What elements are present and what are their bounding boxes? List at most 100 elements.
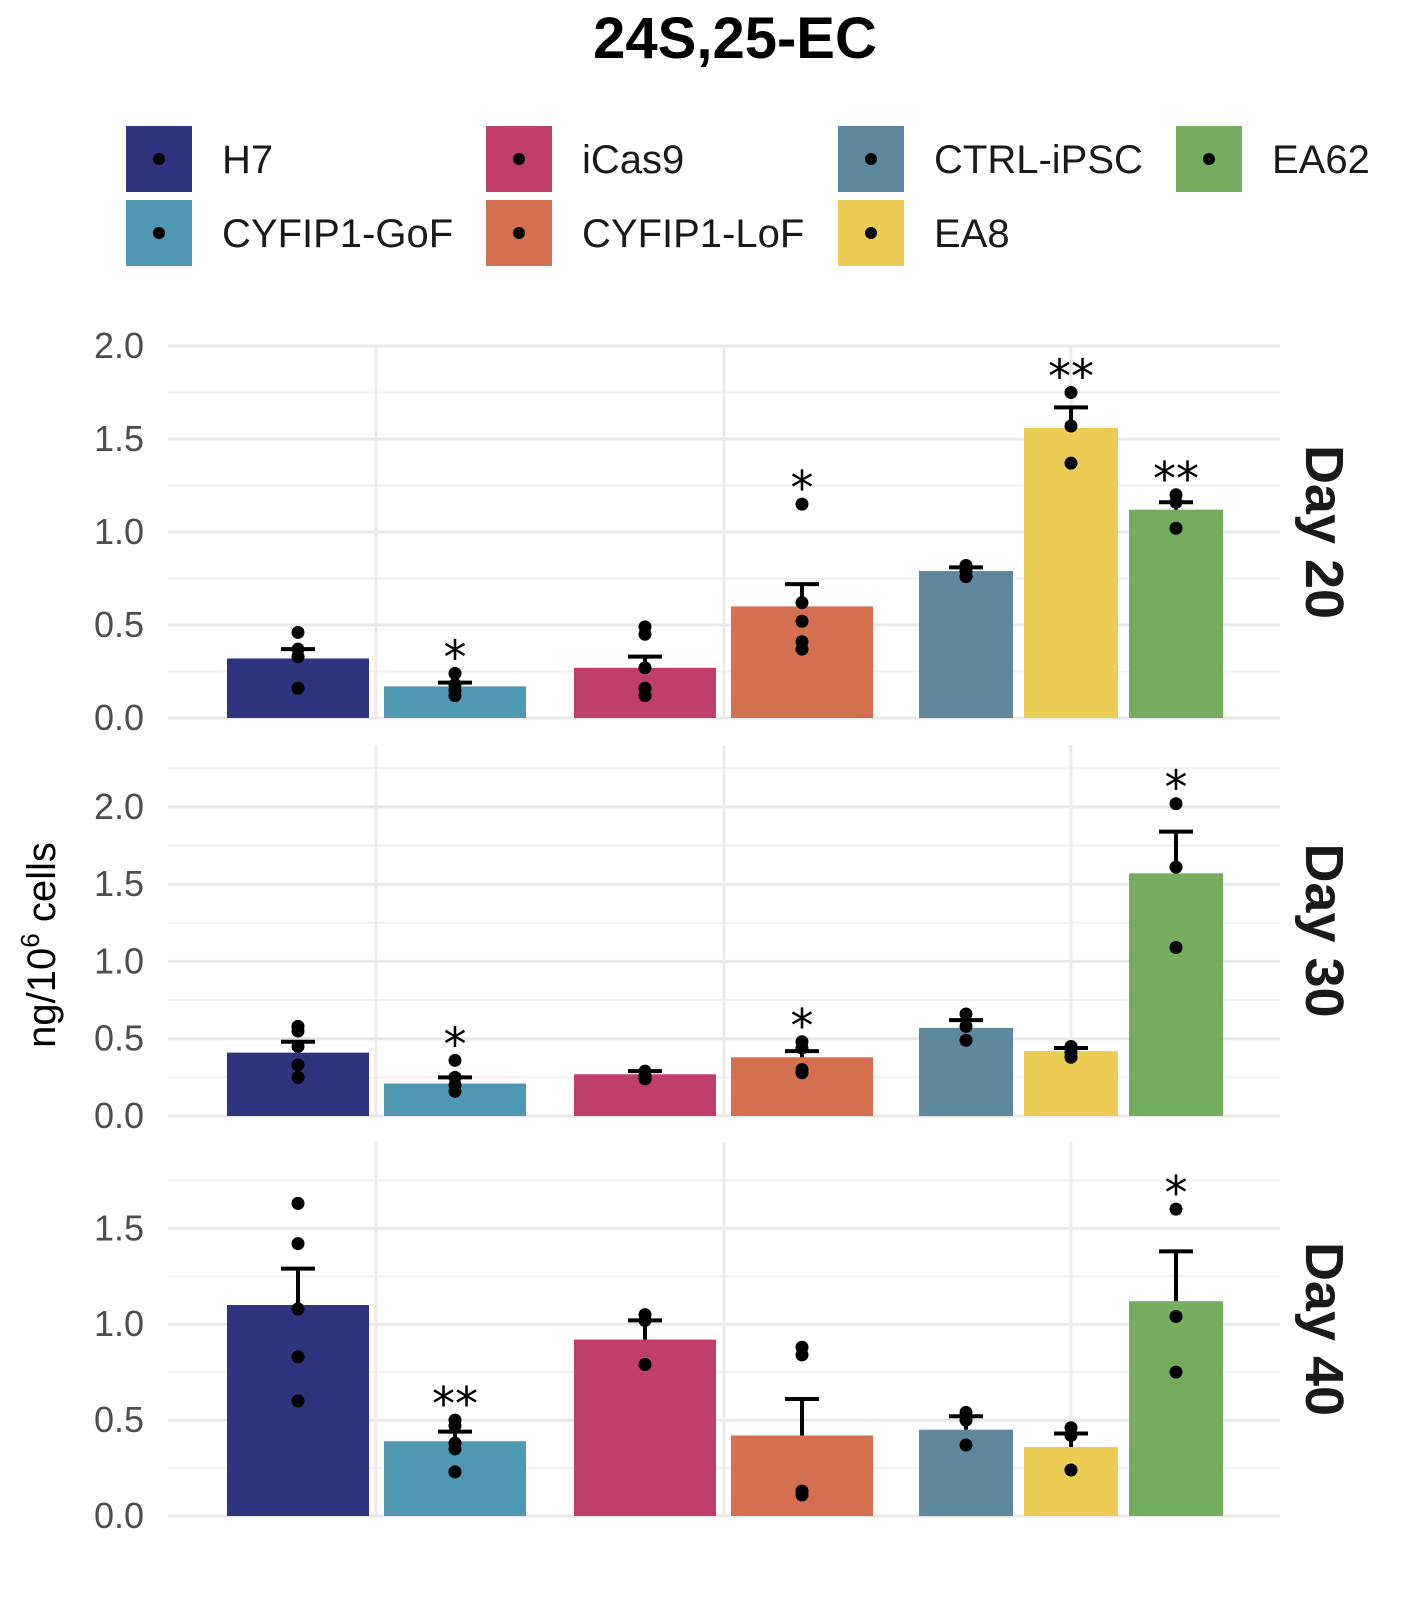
significance-marker: ** — [1153, 452, 1199, 506]
data-point — [1169, 860, 1183, 874]
significance-marker: ** — [432, 1377, 478, 1431]
data-point — [795, 614, 809, 628]
data-point — [1064, 419, 1078, 433]
data-point — [959, 1033, 973, 1047]
legend-label: EA62 — [1272, 138, 1370, 182]
legend-item: EA8 — [838, 200, 1010, 266]
y-tick-label: 1.5 — [94, 418, 144, 459]
y-tick-label: 1.0 — [94, 940, 144, 981]
bar — [1024, 427, 1118, 718]
legend-point-icon — [865, 227, 877, 239]
data-point — [448, 1442, 462, 1456]
y-axis-label-base: ng/10 — [20, 948, 64, 1048]
data-point — [638, 689, 652, 703]
data-point — [448, 1053, 462, 1067]
bar — [919, 571, 1013, 718]
panel-strip-label: Day 30 — [1294, 843, 1354, 1017]
data-point — [959, 1019, 973, 1033]
legend-label: CYFIP1-GoF — [222, 212, 453, 256]
data-point — [448, 1084, 462, 1098]
significance-marker: * — [444, 630, 467, 684]
data-point — [1169, 521, 1183, 535]
data-point — [638, 627, 652, 641]
data-point — [448, 1419, 462, 1433]
data-point — [291, 1070, 305, 1084]
y-tick-label: 2.0 — [94, 325, 144, 366]
legend-item: EA62 — [1176, 126, 1370, 192]
data-point — [291, 1196, 305, 1210]
legend-label: CYFIP1-LoF — [582, 212, 804, 256]
panel: 0.0 0.5 1.0 1.5 2.0 * * * Day 30 — [94, 745, 1354, 1136]
data-point — [1169, 1365, 1183, 1379]
legend-point-icon — [513, 227, 525, 239]
y-tick-label: 1.5 — [94, 1207, 144, 1248]
data-point — [291, 1350, 305, 1364]
data-point — [1169, 1202, 1183, 1216]
data-point — [1064, 1463, 1078, 1477]
data-point — [291, 1302, 305, 1316]
y-tick-label: 1.5 — [94, 863, 144, 904]
legend-point-icon — [153, 153, 165, 165]
y-tick-label: 0.0 — [94, 697, 144, 738]
legend-label: EA8 — [934, 212, 1010, 256]
data-point — [291, 1058, 305, 1072]
panel-strip-label: Day 20 — [1294, 445, 1354, 619]
y-tick-label: 2.0 — [94, 786, 144, 827]
data-point — [959, 570, 973, 584]
data-point — [638, 661, 652, 675]
data-point — [291, 1237, 305, 1251]
y-tick-label: 1.0 — [94, 1303, 144, 1344]
bar — [1129, 509, 1223, 718]
data-point — [1064, 1428, 1078, 1442]
legend-point-icon — [1203, 153, 1215, 165]
legend-point-icon — [865, 153, 877, 165]
legend-item: CYFIP1-LoF — [486, 200, 804, 266]
data-point — [1064, 1050, 1078, 1064]
data-point — [795, 596, 809, 610]
data-point — [795, 642, 809, 656]
data-point — [1064, 456, 1078, 470]
y-tick-label: 1.0 — [94, 511, 144, 552]
panels: 0.00.51.01.52.0****** Day 200.00.51.01.52… — [94, 325, 1354, 1536]
bar — [1129, 873, 1223, 1116]
legend: H7 iCas9 CTRL-iPSC EA62 CYFIP1-GoF CYFIP… — [126, 126, 1370, 266]
legend-item: H7 — [126, 126, 273, 192]
legend-point-icon — [153, 227, 165, 239]
legend-label: CTRL-iPSC — [934, 138, 1143, 182]
y-tick-label: 0.0 — [94, 1095, 144, 1136]
y-tick-label: 0.5 — [94, 1399, 144, 1440]
data-point — [795, 1348, 809, 1362]
data-point — [291, 1024, 305, 1038]
data-point — [1169, 797, 1183, 811]
data-point — [291, 650, 305, 664]
legend-point-icon — [513, 153, 525, 165]
data-point — [1169, 941, 1183, 955]
data-point — [638, 1357, 652, 1371]
data-point — [448, 689, 462, 703]
legend-item: CYFIP1-GoF — [126, 200, 453, 266]
data-point — [448, 1465, 462, 1479]
bar — [1129, 1301, 1223, 1516]
data-point — [1169, 495, 1183, 509]
y-tick-label: 0.5 — [94, 604, 144, 645]
significance-marker: * — [1165, 1166, 1188, 1220]
y-axis-label-unit: cells — [20, 842, 64, 933]
data-point — [959, 1413, 973, 1427]
data-point — [959, 1438, 973, 1452]
significance-marker: * — [791, 999, 814, 1053]
y-tick-label: 0.0 — [94, 1495, 144, 1536]
data-point — [795, 497, 809, 511]
chart-title: 24S,25-EC — [593, 6, 877, 71]
data-point — [959, 1007, 973, 1021]
y-axis-label-exponent: 6 — [15, 933, 45, 947]
data-point — [638, 1072, 652, 1086]
bar — [731, 1435, 873, 1516]
data-point — [795, 1488, 809, 1502]
data-point — [1064, 386, 1078, 399]
significance-marker: ** — [1048, 350, 1094, 404]
significance-marker: * — [444, 1017, 467, 1071]
bar — [227, 1305, 369, 1516]
legend-label: iCas9 — [582, 138, 684, 182]
panel-strip-label: Day 40 — [1294, 1242, 1354, 1416]
